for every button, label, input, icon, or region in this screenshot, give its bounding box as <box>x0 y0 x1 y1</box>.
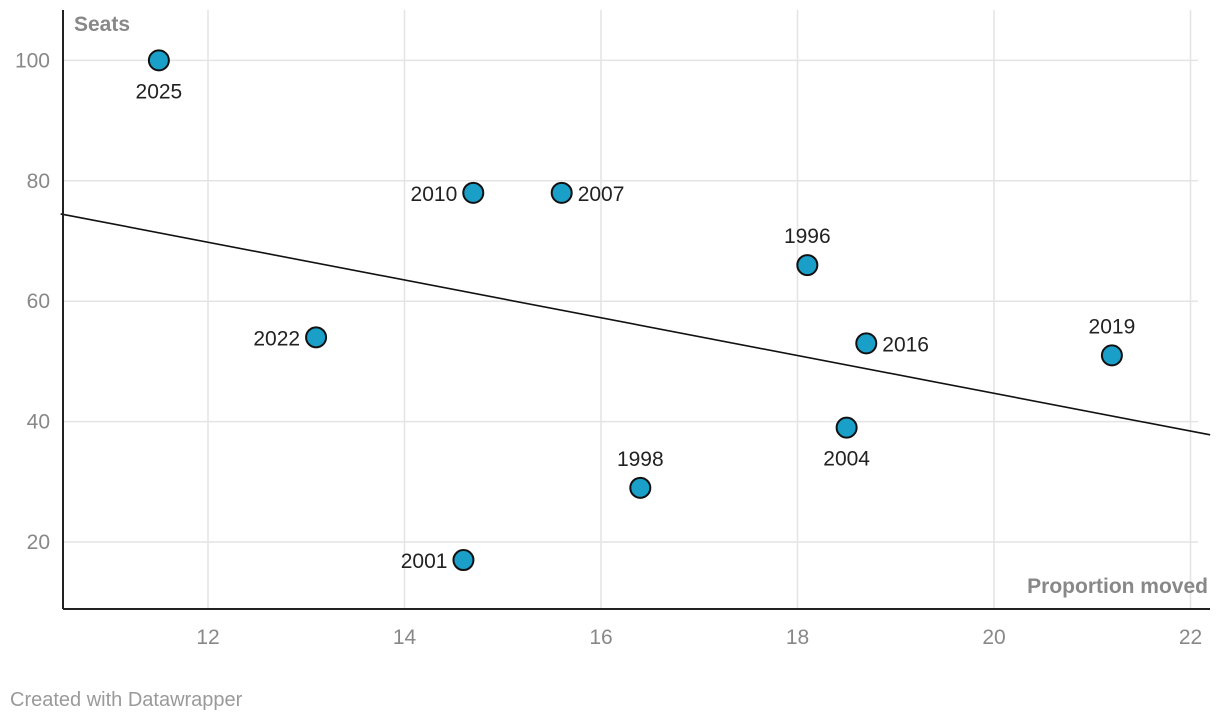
point-label-2016: 2016 <box>882 333 929 356</box>
point-label-2007: 2007 <box>578 183 625 206</box>
y-tick-label: 80 <box>27 170 50 193</box>
x-tick-label: 12 <box>196 626 219 649</box>
y-tick-label: 40 <box>27 411 50 434</box>
datawrapper-credit: Created with Datawrapper <box>10 689 243 711</box>
point-label-1998: 1998 <box>617 448 664 471</box>
data-point-1996 <box>796 254 819 277</box>
data-point-2016 <box>855 332 878 355</box>
point-label-2022: 2022 <box>253 327 300 350</box>
point-labels: 2025 2010 2007 1996 2022 2016 2019 2004 1998 2001 <box>136 80 1136 573</box>
y-axis-title: Seats <box>74 13 130 36</box>
point-label-2025: 2025 <box>136 80 183 103</box>
data-point-2004 <box>835 416 858 439</box>
x-tick-label: 22 <box>1179 626 1202 649</box>
x-tick-label: 18 <box>786 626 809 649</box>
x-tick-label: 16 <box>589 626 612 649</box>
data-point-2022 <box>305 326 328 349</box>
y-tick-label: 20 <box>27 531 50 554</box>
data-point-2019 <box>1100 344 1123 367</box>
y-tick-label: 60 <box>27 290 50 313</box>
x-axis-title: Proportion moved <box>1027 575 1208 598</box>
y-tick-label: 100 <box>15 49 50 72</box>
grid <box>63 10 1198 609</box>
point-label-2004: 2004 <box>823 448 870 471</box>
data-points <box>147 49 1123 572</box>
data-point-2010 <box>462 181 485 204</box>
data-point-2001 <box>452 549 475 572</box>
point-label-2001: 2001 <box>401 550 448 573</box>
data-point-1998 <box>629 476 652 499</box>
data-point-2007 <box>550 181 573 204</box>
x-tick-label: 14 <box>393 626 417 649</box>
trendline <box>60 213 1211 436</box>
x-tick-labels: 12 14 16 18 20 22 <box>196 626 1202 649</box>
point-label-2019: 2019 <box>1089 315 1136 338</box>
y-tick-labels: 20 40 60 80 100 <box>15 49 50 554</box>
axes <box>62 10 1210 610</box>
data-point-2025 <box>147 49 170 72</box>
point-label-1996: 1996 <box>784 225 831 248</box>
point-label-2010: 2010 <box>411 183 458 206</box>
x-tick-label: 20 <box>982 626 1005 649</box>
